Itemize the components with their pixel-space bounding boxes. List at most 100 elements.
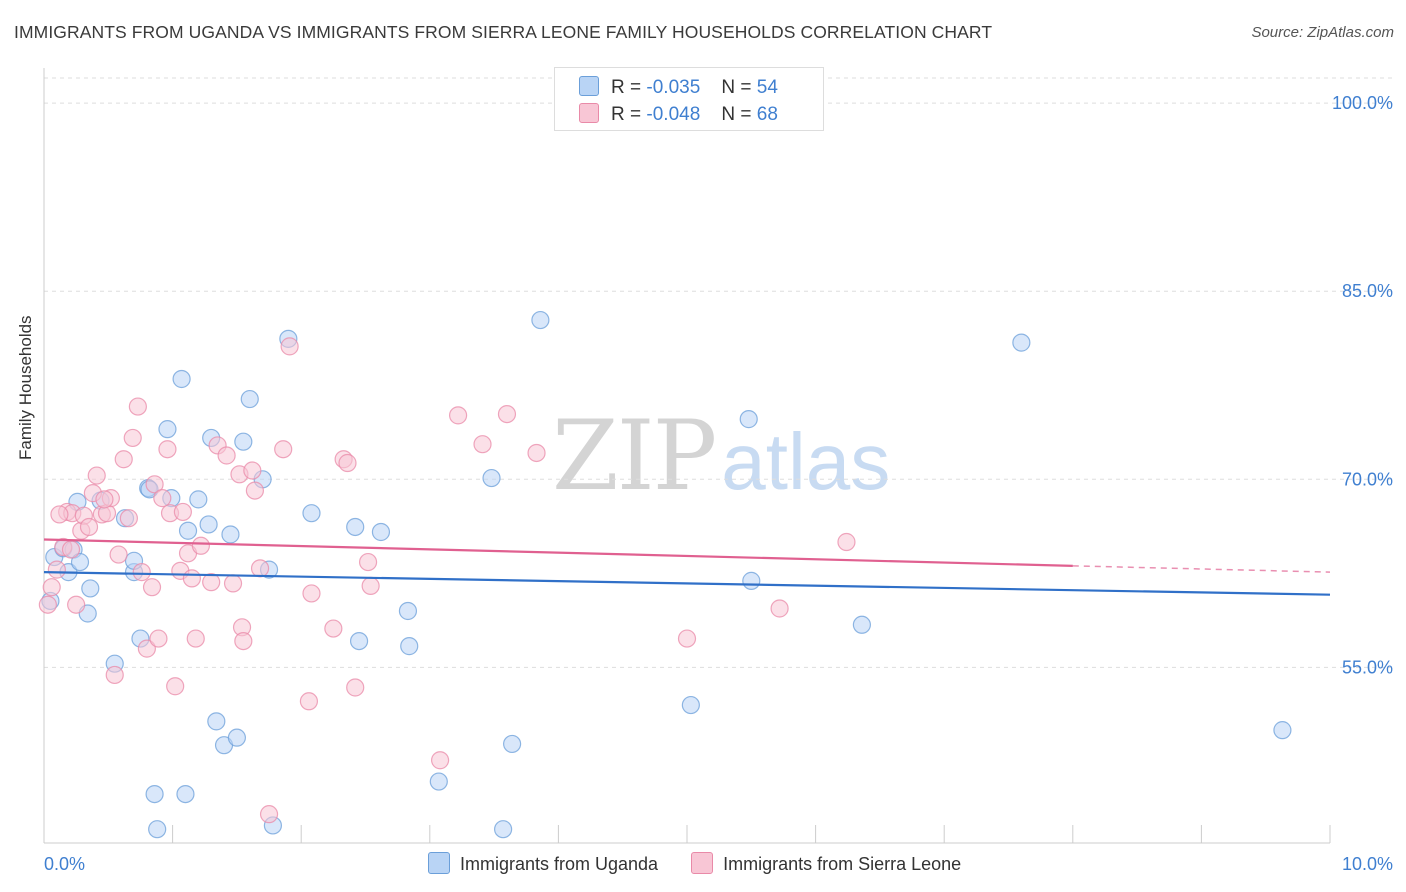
uganda-point bbox=[398, 601, 418, 621]
uganda-legend-label: Immigrants from Uganda bbox=[460, 854, 659, 874]
sierra-legend-swatch bbox=[691, 852, 714, 874]
uganda-point bbox=[199, 515, 218, 534]
x-tick-label: 0.0% bbox=[44, 854, 85, 874]
uganda-point bbox=[178, 521, 198, 540]
sierra-point bbox=[132, 563, 151, 582]
series-legend-uganda[interactable]: Immigrants from Uganda bbox=[428, 852, 658, 875]
sierra-point bbox=[123, 428, 142, 448]
sierra-point bbox=[274, 440, 293, 459]
uganda-point bbox=[429, 772, 448, 791]
sierra-point bbox=[302, 584, 321, 603]
uganda-point bbox=[227, 728, 246, 747]
sierra-n-value: 68 bbox=[756, 104, 778, 125]
uganda-point bbox=[531, 310, 550, 330]
sierra-point bbox=[119, 509, 138, 528]
sierra-point bbox=[448, 406, 468, 425]
sierra-point bbox=[430, 751, 450, 770]
sierra-point bbox=[128, 397, 147, 416]
sierra-point bbox=[324, 619, 343, 638]
uganda-point bbox=[189, 490, 208, 509]
uganda-point bbox=[371, 522, 391, 542]
sierra-point bbox=[338, 453, 357, 473]
uganda-point bbox=[400, 637, 419, 656]
sierra-point bbox=[105, 665, 124, 685]
sierra-r-value: -0.048 bbox=[646, 104, 701, 125]
sierra-point bbox=[114, 450, 133, 469]
x-tick-label: 10.0% bbox=[1342, 854, 1393, 874]
uganda-trend-line bbox=[43, 571, 1331, 596]
uganda-r-value: -0.035 bbox=[646, 77, 701, 98]
sierra-point bbox=[61, 540, 81, 559]
uganda-point bbox=[148, 820, 167, 839]
sierra-point bbox=[137, 639, 156, 658]
axes bbox=[43, 68, 1331, 844]
uganda-point bbox=[207, 712, 226, 731]
uganda-point bbox=[70, 552, 90, 572]
y-tick-label: 55.0% bbox=[1342, 657, 1393, 677]
sierra-point bbox=[473, 435, 492, 454]
uganda-point bbox=[742, 571, 761, 590]
sierra-point bbox=[346, 678, 365, 697]
uganda-point bbox=[349, 631, 369, 651]
uganda-r-label: R = bbox=[611, 77, 642, 98]
sierra-point bbox=[38, 595, 57, 614]
sierra-point bbox=[95, 490, 114, 509]
uganda-point bbox=[482, 468, 501, 488]
legend-row-sierra: R = -0.048 N = 68 bbox=[579, 103, 778, 127]
sierra-point bbox=[186, 629, 205, 648]
uganda-point bbox=[346, 517, 365, 537]
sierra-point bbox=[223, 574, 243, 593]
uganda-point bbox=[852, 615, 871, 634]
sierra-point bbox=[250, 559, 270, 578]
sierra-point bbox=[79, 517, 99, 537]
sierra-point bbox=[47, 560, 66, 579]
uganda-point bbox=[145, 784, 164, 804]
series-legend-sierra[interactable]: Immigrants from Sierra Leone bbox=[691, 852, 961, 875]
sierra-point bbox=[217, 446, 236, 465]
sierra-point bbox=[158, 440, 177, 459]
sierra-trend-extension bbox=[1072, 565, 1331, 573]
uganda-point bbox=[1273, 721, 1292, 740]
sierra-point bbox=[280, 337, 299, 356]
uganda-point bbox=[176, 784, 195, 804]
chart-title: IMMIGRANTS FROM UGANDA VS IMMIGRANTS FRO… bbox=[14, 22, 993, 42]
source-label: Source: ZipAtlas.com bbox=[1251, 24, 1394, 41]
sierra-point bbox=[166, 677, 185, 696]
uganda-point bbox=[172, 369, 191, 389]
y-tick-label: 85.0% bbox=[1342, 281, 1393, 301]
uganda-point bbox=[302, 504, 321, 523]
trend-lines bbox=[43, 538, 1331, 596]
tick-labels: 55.0% 70.0% 85.0% 100.0% 0.0% 10.0% bbox=[44, 93, 1393, 874]
sierra-point bbox=[259, 805, 279, 824]
sierra-point bbox=[202, 573, 221, 592]
sierra-point bbox=[145, 475, 164, 494]
watermark: ZIPatlas bbox=[552, 400, 890, 512]
sierra-point bbox=[243, 461, 262, 480]
sierra-point bbox=[497, 404, 517, 424]
sierra-point bbox=[142, 578, 162, 597]
uganda-point bbox=[221, 525, 240, 544]
sierra-legend-label: Immigrants from Sierra Leone bbox=[723, 854, 962, 874]
sierra-r-label: R = bbox=[611, 104, 642, 125]
uganda-point bbox=[494, 820, 513, 839]
uganda-n-label: N = bbox=[721, 77, 752, 98]
sierra-point bbox=[182, 569, 201, 588]
sierra-point bbox=[191, 536, 210, 555]
uganda-point bbox=[503, 734, 522, 754]
sierra-swatch bbox=[579, 103, 599, 123]
sierra-point bbox=[234, 631, 253, 651]
uganda-point bbox=[81, 579, 100, 598]
grid-lines bbox=[44, 77, 1392, 668]
sierra-point bbox=[299, 692, 319, 711]
sierra-point bbox=[87, 466, 106, 485]
sierra-point bbox=[153, 489, 172, 508]
sierra-trend-line bbox=[43, 538, 1073, 567]
uganda-swatch bbox=[579, 76, 599, 96]
data-points bbox=[38, 310, 1292, 839]
y-tick-label: 70.0% bbox=[1342, 469, 1393, 489]
sierra-point bbox=[67, 595, 86, 614]
sierra-point bbox=[677, 629, 697, 648]
sierra-point bbox=[527, 443, 546, 463]
uganda-point bbox=[234, 432, 253, 451]
